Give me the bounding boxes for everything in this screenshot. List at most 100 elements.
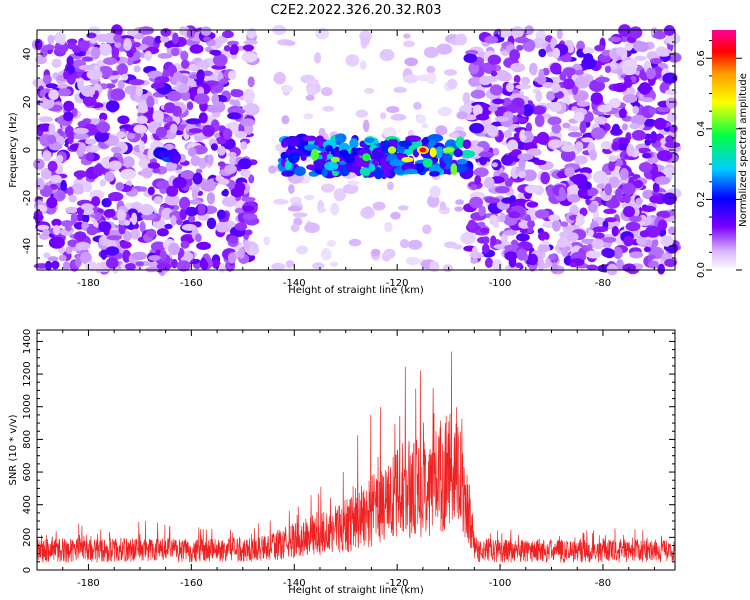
heatmap-cell <box>373 167 384 180</box>
heatmap-cell <box>213 53 228 67</box>
heatmap-cell <box>660 235 674 247</box>
x-tick-label: -180 <box>77 578 100 589</box>
heatmap-cell <box>154 35 162 44</box>
heatmap-cell <box>329 261 339 267</box>
heatmap-cell <box>52 224 61 236</box>
heatmap-cell <box>81 212 90 224</box>
heatmap-cell <box>170 215 177 226</box>
heatmap-cell <box>287 152 300 164</box>
heatmap-cell <box>621 123 629 131</box>
heatmap-cell <box>91 196 101 207</box>
heatmap-cell <box>501 197 516 204</box>
heatmap-cell <box>192 172 203 185</box>
heatmap-cell <box>307 85 317 97</box>
heatmap-cell <box>77 77 85 91</box>
heatmap-cell <box>603 208 617 215</box>
heatmap-cell <box>505 82 515 93</box>
heatmap-cell <box>618 137 630 145</box>
heatmap-cell <box>447 78 458 90</box>
heatmap-cell <box>504 251 518 261</box>
heatmap-cell <box>404 57 419 67</box>
heatmap-cell <box>429 261 440 273</box>
x-tick-label: -160 <box>180 278 203 289</box>
heatmap-cell <box>73 170 88 179</box>
heatmap-cell <box>245 229 253 236</box>
x-tick-label: -80 <box>595 578 611 589</box>
heatmap-cell <box>669 124 678 133</box>
heatmap-cell <box>187 215 196 223</box>
heatmap-cell <box>168 242 180 256</box>
x-tick-label: -140 <box>283 278 306 289</box>
heatmap-cell <box>281 84 293 93</box>
heatmap-cell <box>635 197 643 205</box>
heatmap-cell <box>185 206 198 217</box>
heatmap-cell <box>290 223 300 233</box>
heatmap-cell <box>122 156 135 169</box>
heatmap-cell <box>501 154 514 166</box>
heatmap-cell <box>398 140 413 147</box>
heatmap-cell <box>179 26 187 36</box>
heatmap-cell <box>493 244 508 250</box>
heatmap-cell <box>242 213 258 220</box>
heatmap-cell <box>206 192 216 205</box>
heatmap-cell <box>516 248 527 261</box>
heatmap-cell <box>57 88 72 97</box>
heatmap-cell <box>387 146 397 154</box>
heatmap-cell <box>73 127 89 135</box>
heatmap-cell <box>435 125 448 136</box>
heatmap-cell <box>292 212 308 218</box>
heatmap-cell <box>45 260 52 271</box>
heatmap-cell <box>164 223 173 230</box>
heatmap-cell <box>536 131 550 145</box>
heatmap-cell <box>133 124 148 134</box>
heatmap-cell <box>427 194 440 208</box>
heatmap-cell <box>478 151 495 158</box>
heatmap-panel: -180 -160 -140 -120 -100 -80 -40 -20 0 20 40 Heig… <box>8 24 682 296</box>
heatmap-cell <box>84 261 98 271</box>
heatmap-cell <box>47 256 59 262</box>
heatmap-cell <box>166 185 179 197</box>
heatmap-cell <box>609 97 621 109</box>
heatmap-cell <box>616 46 625 56</box>
heatmap-cell <box>293 217 303 226</box>
heatmap-cell <box>211 93 219 106</box>
heatmap-cell <box>187 147 197 157</box>
heatmap-cell <box>656 106 671 113</box>
heatmap-cell <box>462 92 471 104</box>
heatmap-cell <box>516 44 524 51</box>
heatmap-cell <box>119 241 132 249</box>
heatmap-cell <box>537 258 545 272</box>
heatmap-cell <box>240 141 248 151</box>
heatmap-cell <box>631 129 646 141</box>
heatmap-cell <box>492 98 505 105</box>
heatmap-cell <box>483 176 495 189</box>
heatmap-cell <box>604 65 612 73</box>
heatmap-cell <box>415 114 427 124</box>
heatmap-cell <box>75 241 91 251</box>
heatmap-cell <box>363 206 373 217</box>
heatmap-cell <box>146 228 157 238</box>
heatmap-cell <box>452 244 463 250</box>
heatmap-cell <box>492 147 500 156</box>
heatmap-cell <box>215 136 227 145</box>
heatmap-cell <box>99 43 112 56</box>
heatmap-cell <box>561 144 576 152</box>
heatmap-cell <box>592 170 608 184</box>
y-tick-label: 1400 <box>22 329 33 354</box>
heatmap-cell <box>67 186 74 197</box>
heatmap-cell <box>179 208 187 221</box>
heatmap-cell <box>359 167 371 176</box>
heatmap-cell <box>622 94 638 103</box>
heatmap-cell <box>590 92 603 105</box>
heatmap-cell <box>618 108 627 119</box>
heatmap-cell <box>237 158 252 170</box>
heatmap-cell <box>576 101 591 107</box>
heatmap-cell <box>506 139 519 152</box>
heatmap-cell <box>456 111 468 120</box>
heatmap-cell <box>147 147 155 160</box>
heatmap-cell <box>73 133 90 140</box>
heatmap-cell <box>314 52 322 64</box>
heatmap-cell <box>477 221 486 227</box>
heatmap-cell <box>527 253 538 266</box>
